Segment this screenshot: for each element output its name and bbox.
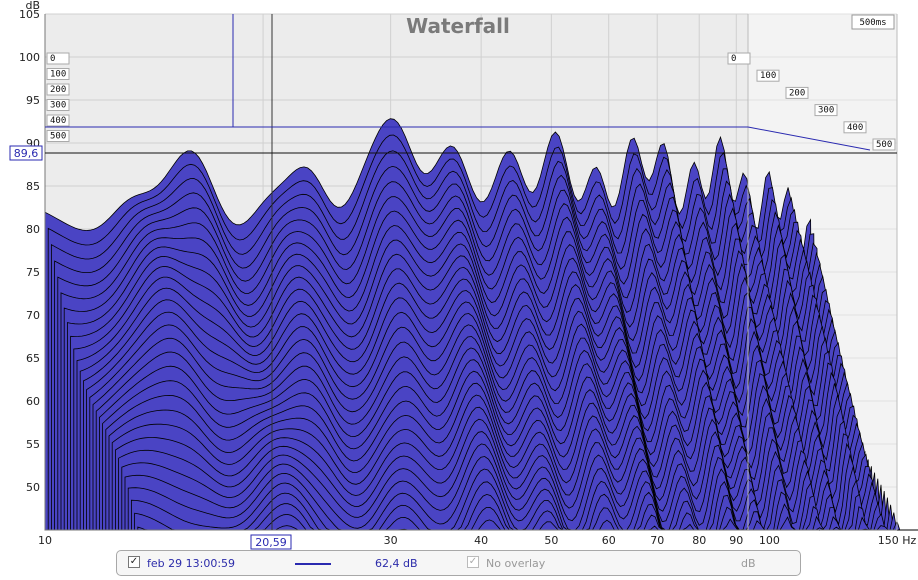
time-tick-label-right: 300 [818, 106, 834, 116]
time-tick-box-left [46, 83, 70, 96]
measurement-level: 62,4 dB [375, 557, 418, 570]
y-axis-label: dB [25, 0, 40, 12]
x-tick-label: 60 [602, 534, 616, 547]
waterfall-chart[interactable]: Waterfall 10510095908580757065605550dB10… [0, 0, 918, 550]
cursor-level-label: 89,6 [14, 147, 39, 160]
y-tick-label: 80 [26, 223, 40, 236]
x-tick-label: 10 [38, 534, 52, 547]
time-tick-label-left: 0 [50, 54, 55, 64]
time-tick-label-right: 500 [876, 140, 892, 150]
overlay-unit: dB [741, 557, 756, 570]
time-tick-label-left: 100 [50, 70, 66, 80]
cursor-depth-line-diag [747, 126, 871, 151]
time-max-label: 500ms [859, 18, 886, 28]
y-tick-label: 60 [26, 395, 40, 408]
y-tick-label: 50 [26, 481, 40, 494]
y-tick-label: 70 [26, 309, 40, 322]
x-tick-label: 30 [384, 534, 398, 547]
time-tick-label-right: 100 [760, 71, 776, 81]
overlay-checkbox[interactable]: ✓ [467, 556, 479, 568]
time-tick-label-right: 200 [789, 88, 805, 98]
x-tick-label: 70 [650, 534, 664, 547]
time-tick-label-left: 500 [50, 132, 66, 142]
axis-labels: 105 100 95 90 85 80 75 70 65 60 55 50 dB 10 30 40 50 60 70… [19, 0, 916, 547]
y-tick-label: 95 [26, 94, 40, 107]
time-tick-box-right [756, 69, 780, 82]
overlay-label[interactable]: No overlay [486, 557, 546, 570]
measurement-checkbox[interactable]: ✓ [128, 556, 140, 568]
y-tick-label: 85 [26, 180, 40, 193]
time-tick-box-left [46, 52, 70, 65]
x-tick-label: 40 [474, 534, 488, 547]
x-tick-label: 90 [729, 534, 743, 547]
cursor-level-box [9, 145, 43, 161]
time-tick-box-left [46, 99, 70, 111]
time-tick-box-right [727, 52, 751, 65]
chart-title: Waterfall [406, 14, 510, 38]
time-max-box [851, 14, 895, 30]
time-tick-box-right [843, 121, 867, 134]
y-tick-label: 105 [19, 8, 40, 21]
x-unit-tick-label: 150 Hz [878, 534, 917, 547]
time-tick-label-left: 400 [50, 116, 66, 126]
time-tick-label-right: 0 [731, 54, 736, 64]
y-tick-label: 100 [19, 51, 40, 64]
time-tick-label-left: 200 [50, 85, 66, 95]
time-tick-label-left: 300 [50, 101, 66, 111]
axes [44, 14, 898, 531]
y-tick-label: 75 [26, 266, 40, 279]
time-tick-box-left [46, 68, 70, 80]
time-tick-box-left [46, 114, 70, 127]
time-tick-box-right [814, 104, 838, 117]
cursor-frequency-label: 20,59 [255, 536, 287, 549]
y-tick-label: 65 [26, 352, 40, 365]
measurement-line-swatch [295, 563, 331, 565]
legend-bar: ✓ feb 29 13:00:59 62,4 dB ✓ No overlay d… [116, 550, 801, 576]
time-tick-box-left [46, 130, 70, 142]
x-tick-label: 50 [544, 534, 558, 547]
x-tick-label: 80 [692, 534, 706, 547]
cursor-frequency-box [250, 534, 292, 550]
x-tick-label: 100 [759, 534, 780, 547]
time-tick-label-right: 400 [847, 123, 863, 133]
time-tick-box-right [785, 86, 809, 99]
time-tick-box-right [872, 138, 896, 151]
measurement-label[interactable]: feb 29 13:00:59 [147, 557, 236, 570]
y-tick-label: 55 [26, 438, 40, 451]
